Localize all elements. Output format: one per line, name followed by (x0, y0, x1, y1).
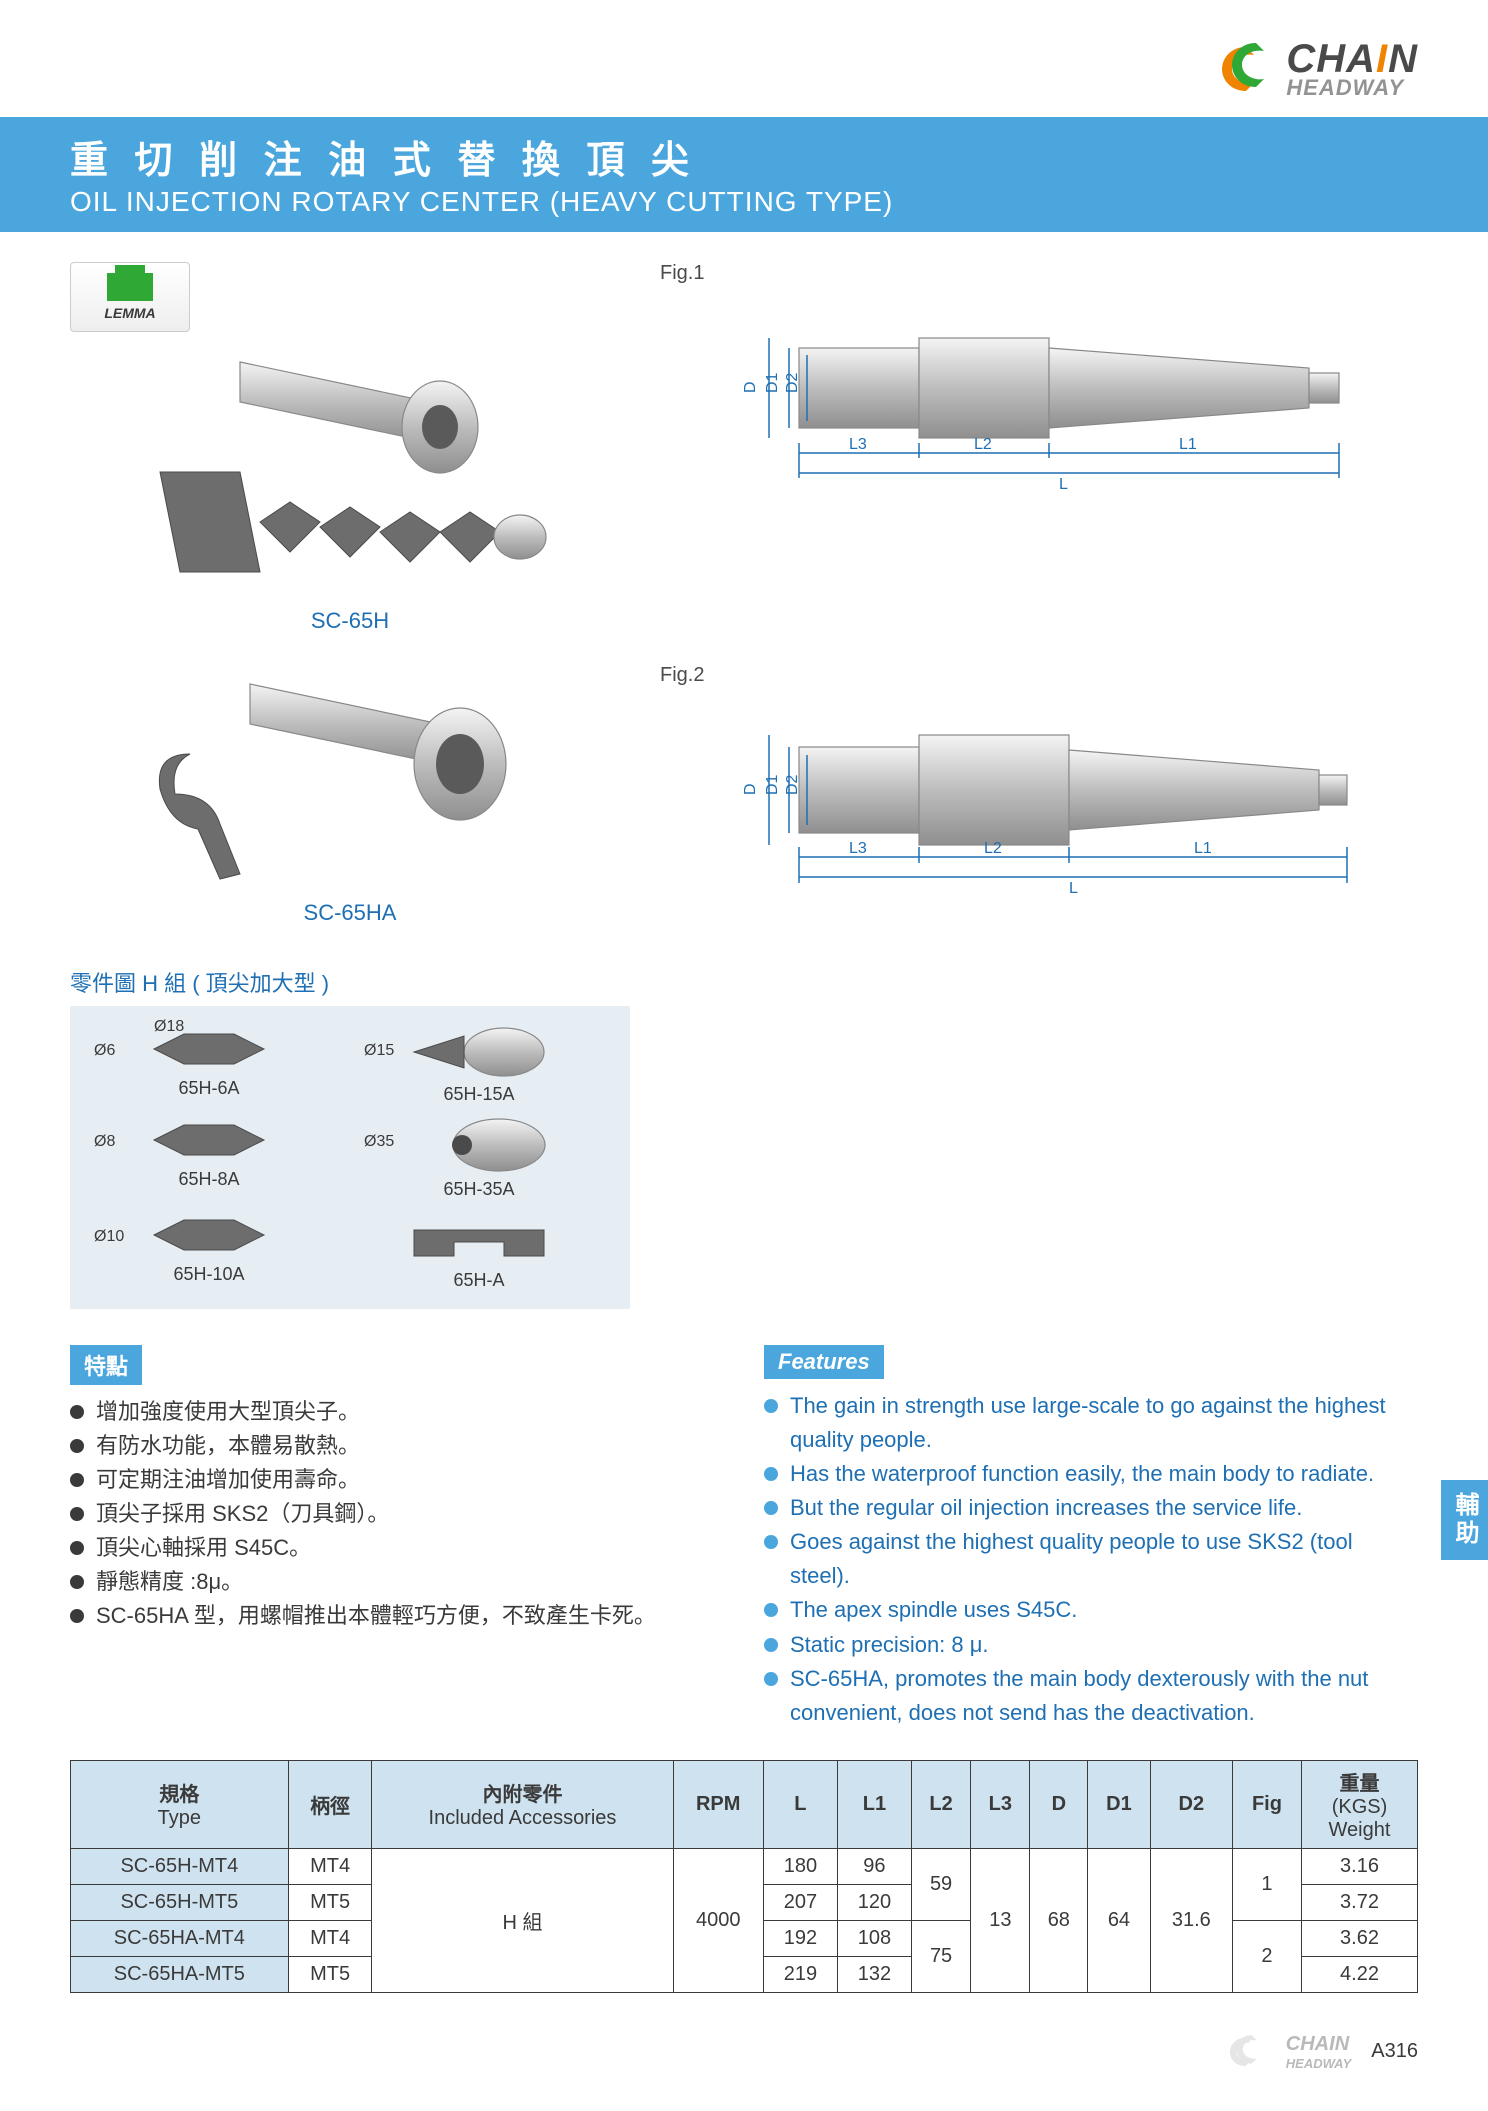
page-footer: CHAIN HEADWAY A316 (70, 2033, 1418, 2071)
fig2-label: Fig.2 (660, 664, 1418, 687)
th-shank: 柄徑 (288, 1760, 372, 1848)
list-item: 頂尖子採用 SKS2（刀具鋼）。 (70, 1497, 724, 1531)
product2-caption: SC-65HA (70, 900, 630, 926)
th-acc: 內附零件Included Accessories (372, 1760, 673, 1848)
th-L: L (763, 1760, 837, 1848)
th-rpm: RPM (673, 1760, 763, 1848)
svg-text:L1: L1 (1179, 436, 1197, 453)
list-item: The gain in strength use large-scale to … (764, 1389, 1418, 1457)
svg-text:L: L (1059, 476, 1068, 493)
svg-text:L: L (1069, 880, 1078, 895)
svg-text:L3: L3 (849, 436, 867, 453)
parts-panel: Ø6 Ø18 65H-6A Ø15 65H-15A Ø8 65H-8A Ø35 … (70, 1006, 630, 1309)
part-65h-15a: Ø15 65H-15A (364, 1024, 594, 1105)
list-item: Goes against the highest quality people … (764, 1525, 1418, 1593)
fig1-diagram: D D1 D2 L3 L2 L1 L (660, 293, 1418, 493)
product-sc65ha-image (70, 664, 630, 894)
cc-icon-footer (1226, 2034, 1266, 2070)
list-item: SC-65HA, promotes the main body dexterou… (764, 1662, 1418, 1730)
list-item: The apex spindle uses S45C. (764, 1593, 1418, 1627)
brand-logo: CHAIN HEADWAY (1216, 40, 1418, 99)
side-tab: 輔助 (1441, 1480, 1488, 1560)
th-L3: L3 (971, 1760, 1030, 1848)
list-item: 靜態精度 :8μ。 (70, 1565, 724, 1599)
lemma-badge: LEMMA (70, 262, 190, 332)
th-type: 規格Type (71, 1760, 289, 1848)
title-band: 重 切 削 注 油 式 替 換 頂 尖 OIL INJECTION ROTARY… (0, 117, 1488, 232)
th-Fig: Fig (1232, 1760, 1301, 1848)
spec-table: 規格Type 柄徑 內附零件Included Accessories RPM L… (70, 1760, 1418, 1993)
title-cn: 重 切 削 注 油 式 替 換 頂 尖 (70, 129, 1418, 184)
lemma-text: LEMMA (104, 305, 155, 321)
svg-text:D: D (742, 783, 759, 795)
title-en: OIL INJECTION ROTARY CENTER (HEAVY CUTTI… (70, 186, 1418, 218)
svg-text:D1: D1 (764, 372, 781, 393)
list-item: 頂尖心軸採用 S45C。 (70, 1531, 724, 1565)
parts-header: 零件圖 H 組 ( 頂尖加大型 ) (70, 966, 1418, 998)
part-65h-6a: Ø6 Ø18 65H-6A (94, 1024, 324, 1105)
svg-text:L2: L2 (984, 840, 1002, 857)
table-row: SC-65H-MT4 MT4 H 組 4000 180 96 59 13 68 … (71, 1848, 1418, 1884)
product-sc65h-image (70, 332, 630, 602)
svg-text:D: D (742, 381, 759, 393)
cc-icon (1216, 41, 1278, 97)
features-en-list: The gain in strength use large-scale to … (764, 1389, 1418, 1730)
features-cn-list: 增加強度使用大型頂尖子。 有防水功能，本體易散熱。 可定期注油增加使用壽命。 頂… (70, 1395, 724, 1634)
part-65h-10a: Ø10 65H-10A (94, 1210, 324, 1291)
list-item: 增加強度使用大型頂尖子。 (70, 1395, 724, 1429)
svg-text:L2: L2 (974, 436, 992, 453)
th-L2: L2 (911, 1760, 970, 1848)
th-D1: D1 (1088, 1760, 1151, 1848)
svg-text:L3: L3 (849, 840, 867, 857)
th-D2: D2 (1150, 1760, 1232, 1848)
list-item: Has the waterproof function easily, the … (764, 1457, 1418, 1491)
th-L1: L1 (837, 1760, 911, 1848)
th-D: D (1030, 1760, 1088, 1848)
list-item: But the regular oil injection increases … (764, 1491, 1418, 1525)
part-65h-35a: Ø35 65H-35A (364, 1115, 594, 1200)
part-65h-8a: Ø8 65H-8A (94, 1115, 324, 1200)
list-item: 可定期注油增加使用壽命。 (70, 1463, 724, 1497)
list-item: 有防水功能，本體易散熱。 (70, 1429, 724, 1463)
footer-brand: CHAIN HEADWAY (1286, 2033, 1351, 2071)
features-en-title: Features (764, 1345, 884, 1379)
fig2-diagram: D D1 D2 L3 L2 L1 L (660, 695, 1418, 895)
part-65h-a: 65H-A (364, 1210, 594, 1291)
svg-text:D1: D1 (764, 774, 781, 795)
th-weight: 重量(KGS)Weight (1301, 1760, 1417, 1848)
features-cn-title: 特點 (70, 1345, 142, 1385)
fig1-label: Fig.1 (660, 262, 1418, 285)
product1-caption: SC-65H (70, 608, 630, 634)
svg-text:D2: D2 (784, 774, 801, 795)
brand-header: CHAIN HEADWAY (70, 40, 1418, 99)
page-number: A316 (1371, 2040, 1418, 2063)
brand-l2: HEADWAY (1286, 78, 1418, 99)
list-item: SC-65HA 型，用螺帽推出本體輕巧方便，不致產生卡死。 (70, 1599, 724, 1633)
svg-text:D2: D2 (784, 372, 801, 393)
list-item: Static precision: 8 μ. (764, 1628, 1418, 1662)
table-header-row: 規格Type 柄徑 內附零件Included Accessories RPM L… (71, 1760, 1418, 1848)
svg-text:L1: L1 (1194, 840, 1212, 857)
